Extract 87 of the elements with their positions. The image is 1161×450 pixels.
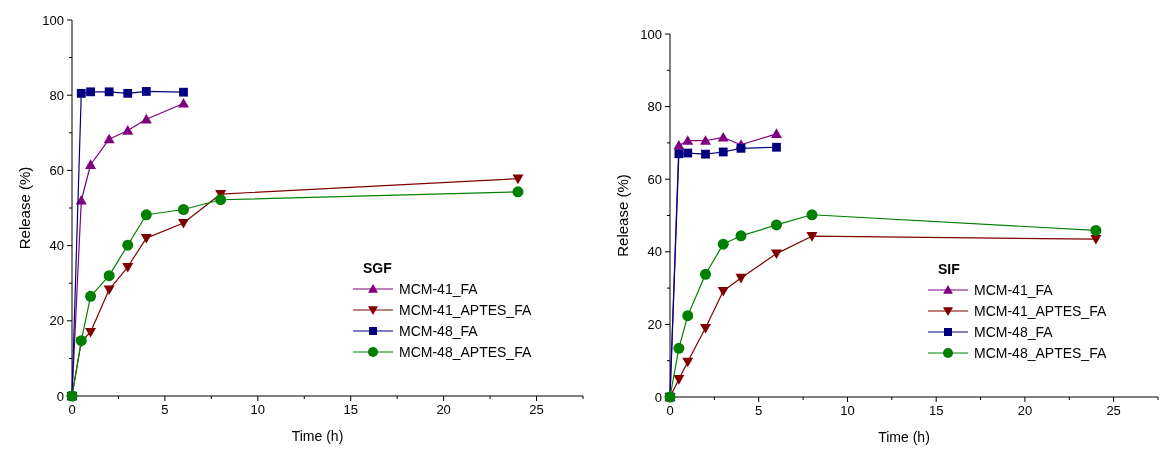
point bbox=[103, 270, 115, 282]
point bbox=[86, 87, 95, 97]
y-tick-label: 100 bbox=[42, 12, 64, 28]
point bbox=[123, 88, 133, 98]
point bbox=[140, 113, 152, 124]
point bbox=[177, 218, 189, 229]
point bbox=[673, 342, 685, 354]
point bbox=[122, 262, 134, 273]
point bbox=[674, 149, 684, 159]
y-tick-label: 0 bbox=[56, 388, 64, 404]
x-tick-label: 15 bbox=[343, 402, 358, 417]
legend-title: SIF bbox=[938, 261, 961, 277]
x-tick-label: 15 bbox=[928, 403, 944, 418]
point bbox=[770, 219, 782, 231]
point bbox=[103, 285, 115, 296]
point bbox=[140, 209, 152, 221]
point bbox=[683, 148, 693, 158]
point bbox=[85, 290, 97, 302]
y-tick-label: 60 bbox=[49, 162, 64, 178]
point bbox=[104, 87, 114, 97]
legend-label: MCM-41_APTES_FA bbox=[974, 303, 1107, 319]
point bbox=[806, 232, 818, 242]
y-tick-label: 100 bbox=[640, 26, 662, 42]
x-axis-title: Time (h) bbox=[878, 429, 930, 445]
point bbox=[682, 357, 694, 368]
legend-label: MCM-41_FA bbox=[399, 281, 479, 297]
x-tick-label: 25 bbox=[529, 402, 544, 417]
point bbox=[85, 159, 97, 169]
point bbox=[85, 327, 97, 338]
y-axis-title: Release (%) bbox=[16, 166, 33, 250]
x-tick-label: 20 bbox=[436, 402, 451, 417]
y-tick-label: 40 bbox=[49, 238, 64, 254]
y-tick-label: 60 bbox=[647, 171, 662, 187]
point bbox=[177, 204, 189, 215]
legend-label: MCM-48_FA bbox=[399, 323, 479, 339]
point bbox=[122, 239, 134, 251]
x-tick-label: 5 bbox=[161, 402, 169, 417]
point bbox=[682, 135, 694, 145]
point bbox=[1090, 234, 1102, 245]
point bbox=[717, 131, 729, 142]
x-tick-label: 10 bbox=[250, 402, 266, 417]
point bbox=[512, 186, 524, 198]
point bbox=[177, 97, 189, 108]
point bbox=[699, 268, 711, 280]
point bbox=[770, 249, 782, 260]
x-tick-label: 10 bbox=[840, 403, 855, 418]
y-tick-label: 80 bbox=[647, 99, 662, 115]
y-tick-label: 40 bbox=[647, 244, 662, 260]
legend-title: SGF bbox=[363, 260, 393, 276]
point bbox=[673, 375, 685, 385]
legend-label: MCM-48_FA bbox=[974, 324, 1054, 340]
point bbox=[699, 323, 711, 334]
y-tick-label: 0 bbox=[654, 389, 662, 405]
point bbox=[717, 286, 729, 297]
legend-label: MCM-41_FA bbox=[974, 282, 1054, 298]
point bbox=[215, 194, 227, 206]
point bbox=[717, 238, 729, 250]
point bbox=[103, 133, 115, 144]
y-axis-title: Release (%) bbox=[614, 174, 631, 257]
x-tick-label: 5 bbox=[755, 403, 763, 418]
point bbox=[141, 87, 151, 96]
x-axis-title: Time (h) bbox=[291, 428, 344, 444]
point bbox=[140, 233, 152, 244]
legend-label: MCM-41_APTES_FA bbox=[399, 302, 532, 318]
point bbox=[736, 143, 746, 153]
x-tick-label: 25 bbox=[1106, 403, 1121, 418]
point bbox=[806, 209, 818, 221]
point bbox=[1090, 224, 1102, 236]
x-tick-label: 0 bbox=[666, 403, 674, 418]
point bbox=[718, 147, 728, 157]
point bbox=[76, 88, 86, 98]
legend-label: MCM-48_APTES_FA bbox=[399, 344, 532, 360]
point bbox=[179, 87, 188, 97]
point bbox=[735, 273, 747, 284]
point bbox=[772, 142, 781, 152]
x-tick-label: 20 bbox=[1017, 403, 1033, 418]
x-tick-label: 0 bbox=[68, 402, 76, 417]
y-tick-label: 80 bbox=[49, 87, 64, 103]
point bbox=[122, 125, 134, 135]
point bbox=[735, 230, 747, 242]
y-tick-label: 20 bbox=[49, 313, 64, 329]
point bbox=[699, 135, 711, 145]
point bbox=[770, 128, 782, 138]
point bbox=[701, 149, 710, 159]
y-tick-label: 20 bbox=[647, 316, 662, 332]
legend-label: MCM-48_APTES_FA bbox=[974, 345, 1107, 361]
point bbox=[682, 310, 694, 322]
